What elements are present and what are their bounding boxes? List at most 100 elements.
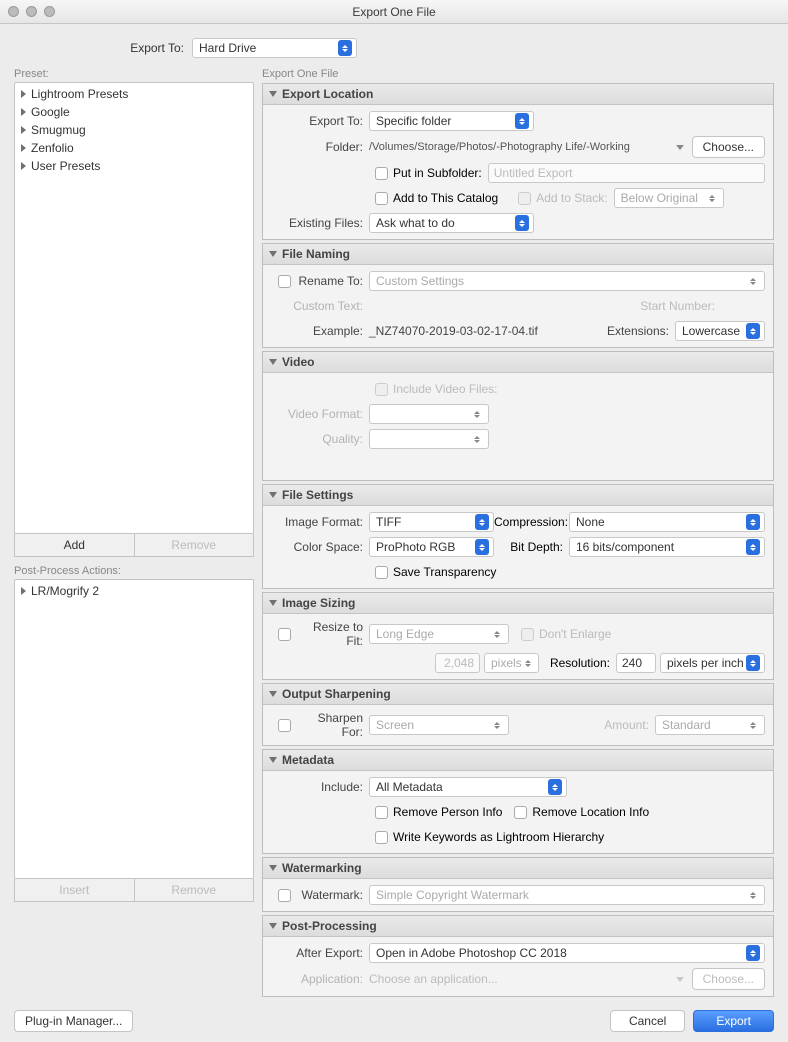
resolution-label: Resolution: — [550, 656, 610, 670]
watermark-select: Simple Copyright Watermark — [369, 885, 765, 905]
rename-to-label: Rename To: — [295, 274, 369, 288]
example-value: _NZ74070-2019-03-02-17-04.tif — [369, 324, 607, 338]
remove-location-checkbox[interactable] — [514, 806, 527, 819]
subfolder-input[interactable]: Untitled Export — [488, 163, 765, 183]
preset-item[interactable]: Zenfolio — [15, 139, 253, 157]
compression-label: Compression: — [494, 515, 569, 529]
chevron-down-icon — [269, 91, 277, 97]
sharpening-header[interactable]: Output Sharpening — [263, 684, 773, 705]
add-preset-button[interactable]: Add — [15, 534, 135, 556]
remove-location-label: Remove Location Info — [532, 805, 649, 819]
preset-item[interactable]: Google — [15, 103, 253, 121]
disclosure-icon — [21, 162, 26, 170]
write-keywords-checkbox[interactable] — [375, 831, 388, 844]
colorspace-select[interactable]: ProPhoto RGB — [369, 537, 494, 557]
export-to-row: Export To: Hard Drive — [14, 38, 774, 58]
image-sizing-header[interactable]: Image Sizing — [263, 593, 773, 614]
application-menu-icon — [676, 977, 684, 982]
add-to-catalog-label: Add to This Catalog — [393, 191, 498, 205]
choose-folder-button[interactable]: Choose... — [692, 136, 765, 158]
extensions-label: Extensions: — [607, 324, 669, 338]
sharpen-for-checkbox[interactable] — [278, 719, 291, 732]
chevron-down-icon — [269, 865, 277, 871]
rename-template-select: Custom Settings — [369, 271, 765, 291]
save-transparency-label: Save Transparency — [393, 565, 496, 579]
stack-position-select: Below Original — [614, 188, 724, 208]
bitdepth-label: Bit Depth: — [494, 540, 569, 554]
custom-text-label: Custom Text: — [271, 299, 369, 313]
rename-to-checkbox[interactable] — [278, 275, 291, 288]
watermarking-header[interactable]: Watermarking — [263, 858, 773, 879]
existing-files-select[interactable]: Ask what to do — [369, 213, 534, 233]
metadata-panel: Metadata Include: All Metadata Remove Pe… — [262, 749, 774, 854]
watermark-label: Watermark: — [295, 888, 369, 902]
export-location-header[interactable]: Export Location — [263, 84, 773, 105]
start-number-label: Start Number: — [640, 299, 715, 313]
extensions-select[interactable]: Lowercase — [675, 321, 765, 341]
export-to-select[interactable]: Hard Drive — [192, 38, 357, 58]
post-actions-buttons: Insert Remove — [14, 879, 254, 902]
remove-preset-button[interactable]: Remove — [135, 534, 254, 556]
after-export-select[interactable]: Open in Adobe Photoshop CC 2018 — [369, 943, 765, 963]
loc-exportto-select[interactable]: Specific folder — [369, 111, 534, 131]
video-format-select — [369, 404, 489, 424]
file-naming-header[interactable]: File Naming — [263, 244, 773, 265]
post-action-item[interactable]: LR/Mogrify 2 — [15, 582, 253, 600]
loc-exportto-label: Export To: — [271, 114, 369, 128]
cancel-button[interactable]: Cancel — [610, 1010, 685, 1032]
remove-action-button[interactable]: Remove — [135, 879, 254, 901]
file-settings-header[interactable]: File Settings — [263, 485, 773, 506]
existing-files-label: Existing Files: — [271, 216, 369, 230]
post-actions-list[interactable]: LR/Mogrify 2 — [14, 579, 254, 879]
preset-item[interactable]: User Presets — [15, 157, 253, 175]
save-transparency-checkbox[interactable] — [375, 566, 388, 579]
put-in-subfolder-checkbox[interactable] — [375, 167, 388, 180]
folder-menu-icon[interactable] — [676, 145, 684, 150]
chevron-down-icon — [269, 757, 277, 763]
dont-enlarge-label: Don't Enlarge — [539, 627, 611, 641]
watermark-checkbox[interactable] — [278, 889, 291, 902]
amount-select: Standard — [655, 715, 765, 735]
preset-label: Preset: — [14, 68, 254, 80]
export-button[interactable]: Export — [693, 1010, 774, 1032]
resolution-input[interactable]: 240 — [616, 653, 656, 673]
remove-person-checkbox[interactable] — [375, 806, 388, 819]
meta-include-select[interactable]: All Metadata — [369, 777, 567, 797]
sharpen-for-label: Sharpen For: — [295, 711, 369, 739]
post-actions-label: Post-Process Actions: — [14, 565, 254, 577]
preset-item[interactable]: Lightroom Presets — [15, 85, 253, 103]
disclosure-icon — [21, 587, 26, 595]
metadata-header[interactable]: Metadata — [263, 750, 773, 771]
titlebar: Export One File — [0, 0, 788, 24]
video-format-label: Video Format: — [271, 407, 369, 421]
image-format-select[interactable]: TIFF — [369, 512, 494, 532]
add-to-catalog-checkbox[interactable] — [375, 192, 388, 205]
chevron-down-icon — [269, 492, 277, 498]
postprocessing-panel: Post-Processing After Export: Open in Ad… — [262, 915, 774, 997]
preset-buttons: Add Remove — [14, 534, 254, 557]
resize-to-fit-label: Resize to Fit: — [295, 620, 369, 648]
window-title: Export One File — [0, 5, 788, 19]
compression-select[interactable]: None — [569, 512, 765, 532]
sharpen-for-select: Screen — [369, 715, 509, 735]
example-label: Example: — [271, 324, 369, 338]
preset-list[interactable]: Lightroom Presets Google Smugmug Zenfoli… — [14, 82, 254, 534]
preset-item[interactable]: Smugmug — [15, 121, 253, 139]
watermarking-panel: Watermarking Watermark: Simple Copyright… — [262, 857, 774, 912]
insert-action-button[interactable]: Insert — [15, 879, 135, 901]
resize-to-fit-checkbox[interactable] — [278, 628, 291, 641]
chevron-down-icon — [269, 359, 277, 365]
postprocessing-header[interactable]: Post-Processing — [263, 916, 773, 937]
video-header[interactable]: Video — [263, 352, 773, 373]
export-section-label: Export One File — [262, 68, 774, 80]
application-label: Application: — [271, 972, 369, 986]
remove-person-label: Remove Person Info — [393, 805, 502, 819]
size-unit-select: pixels — [484, 653, 539, 673]
plugin-manager-button[interactable]: Plug-in Manager... — [14, 1010, 133, 1032]
bitdepth-select[interactable]: 16 bits/component — [569, 537, 765, 557]
resolution-unit-select[interactable]: pixels per inch — [660, 653, 765, 673]
image-format-label: Image Format: — [271, 515, 369, 529]
chevron-down-icon — [269, 923, 277, 929]
export-to-label: Export To: — [14, 41, 192, 55]
write-keywords-label: Write Keywords as Lightroom Hierarchy — [393, 830, 604, 844]
